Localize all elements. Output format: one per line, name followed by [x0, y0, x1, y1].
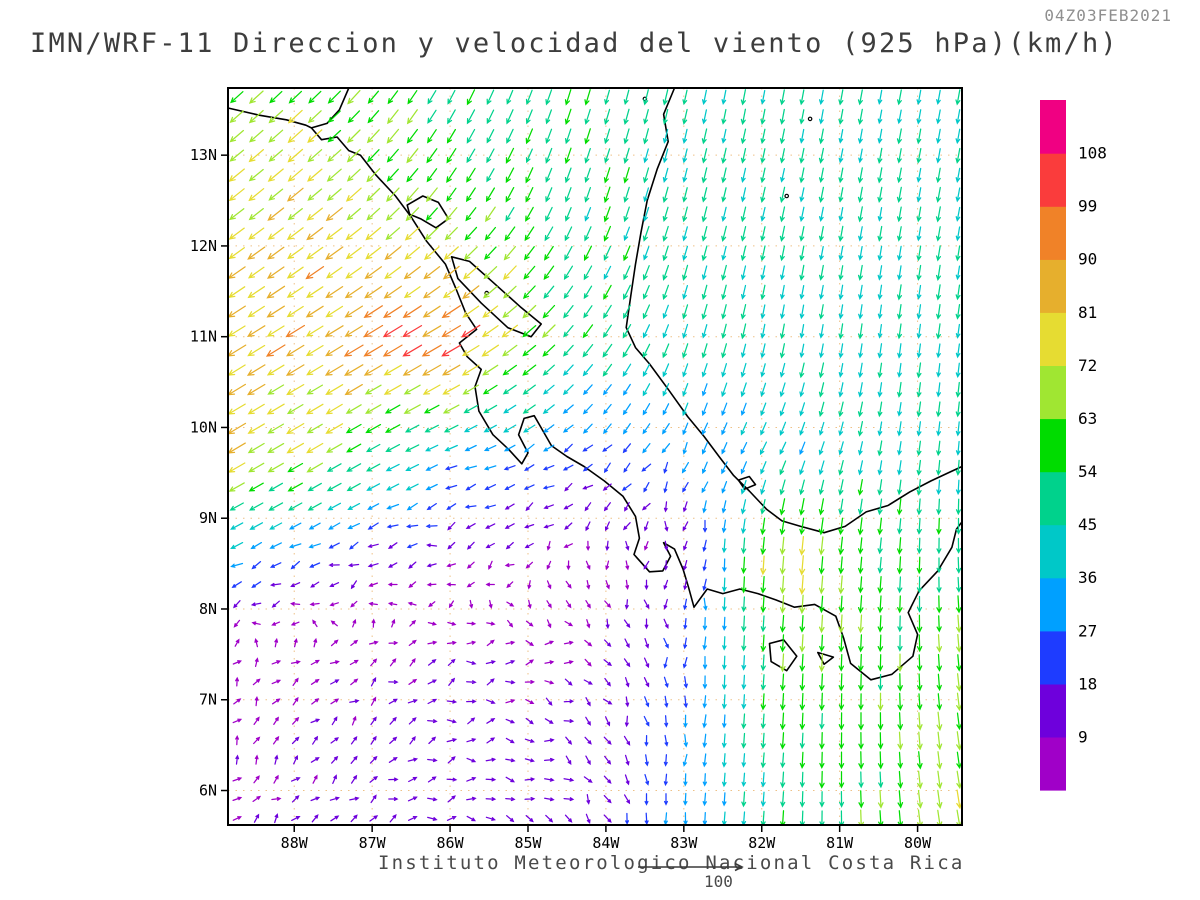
lat-tick-label: 9N [199, 509, 217, 527]
graticule-layer [228, 88, 962, 825]
lat-tick-label: 8N [199, 600, 217, 618]
colorbar-label: 81 [1078, 303, 1097, 322]
axes-layer: 13N 12N 11N 10N 9N 8N 7N 6N 88W 87W 86W 85W 84W 83W 82… [190, 87, 963, 852]
colorbar-segment [1040, 471, 1066, 526]
coastline [310, 87, 963, 681]
colorbar-label: 9 [1078, 727, 1088, 746]
colorbar-segment [1040, 630, 1066, 685]
colorbar-label: 99 [1078, 197, 1097, 216]
colorbar-label: 45 [1078, 515, 1097, 534]
colorbar-segment [1040, 418, 1066, 473]
lat-tick-label: 6N [199, 782, 217, 800]
institute-credit: Instituto Meteorologico Nacional Costa R… [378, 852, 965, 874]
water-body-outline [450, 256, 542, 338]
lat-tick-label: 7N [199, 691, 217, 709]
reference-arrow-value: 100 [704, 872, 733, 891]
water-body-outline [768, 639, 798, 672]
water-body-outline [737, 475, 757, 490]
small-island [784, 193, 790, 199]
wind-arrows-layer [227, 89, 963, 826]
lon-tick-label: 83W [670, 834, 698, 852]
colorbar-segment [1040, 259, 1066, 313]
colorbar-label: 54 [1078, 462, 1097, 481]
colorbar-segment [1040, 312, 1066, 366]
colorbar-segment [1040, 577, 1066, 632]
colorbar-label: 27 [1078, 621, 1097, 640]
lon-tick-label: 82W [748, 834, 776, 852]
lon-tick-label: 85W [514, 834, 542, 852]
lon-tick-label: 86W [437, 834, 465, 852]
lat-tick-label: 10N [190, 418, 217, 436]
small-island [807, 116, 813, 122]
valid-timestamp: 04Z03FEB2021 [1044, 6, 1172, 25]
colorbar-label: 36 [1078, 568, 1097, 587]
coastline [227, 107, 312, 129]
colorbar-segment [1040, 100, 1066, 154]
water-body-outline [817, 651, 835, 666]
lat-tick-label: 12N [190, 237, 217, 255]
colorbar: 108 99 90 81 72 63 54 45 36 27 18 9 [1040, 100, 1107, 791]
colorbar-segment [1040, 153, 1066, 207]
colorbar-label: 108 [1078, 144, 1107, 163]
colorbar-label: 18 [1078, 674, 1097, 693]
colorbar-label: 63 [1078, 409, 1097, 428]
lon-tick-label: 81W [826, 834, 854, 852]
map-frame [227, 87, 963, 826]
colorbar-segment [1040, 683, 1066, 738]
colorbar-label: 90 [1078, 250, 1097, 269]
reference-arrow-icon [638, 862, 744, 872]
lon-tick-label: 84W [592, 834, 620, 852]
colorbar-segment [1040, 365, 1066, 420]
colorbar-segment [1040, 524, 1066, 579]
colorbar-segment [1040, 206, 1066, 260]
lon-tick-label: 87W [359, 834, 387, 852]
chart-title: IMN/WRF-11 Direccion y velocidad del vie… [30, 28, 1119, 59]
lat-tick-label: 13N [190, 146, 217, 164]
colorbar-label: 72 [1078, 356, 1097, 375]
lon-tick-label: 80W [904, 834, 932, 852]
lat-tick-label: 11N [190, 328, 217, 346]
coastline-layer [227, 87, 963, 681]
lon-tick-label: 88W [281, 834, 309, 852]
colorbar-segment [1040, 736, 1066, 791]
